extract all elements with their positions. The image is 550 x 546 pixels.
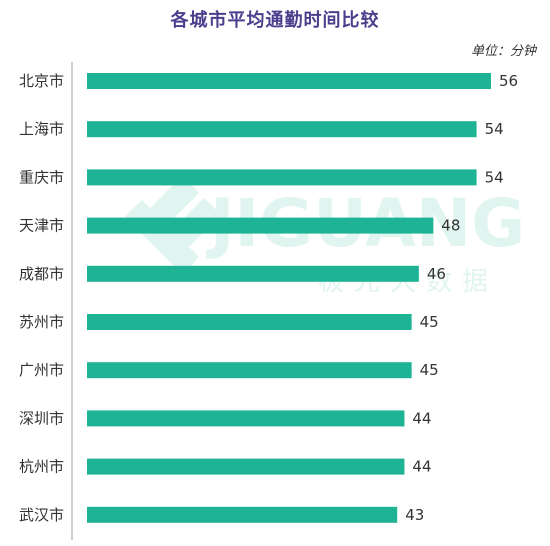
category-label: 广州市 bbox=[19, 361, 64, 379]
bar bbox=[87, 121, 477, 138]
value-label: 46 bbox=[427, 265, 446, 283]
bar bbox=[87, 410, 405, 427]
bar bbox=[87, 169, 477, 186]
category-label: 武汉市 bbox=[19, 506, 64, 524]
value-label: 48 bbox=[441, 217, 460, 235]
value-label: 45 bbox=[420, 361, 439, 379]
bar bbox=[87, 217, 434, 234]
bar bbox=[87, 73, 491, 89]
value-label: 45 bbox=[420, 313, 439, 331]
bar bbox=[87, 506, 398, 523]
bar bbox=[87, 458, 405, 475]
category-label: 成都市 bbox=[19, 265, 64, 283]
y-axis-line bbox=[71, 62, 73, 540]
category-label: 北京市 bbox=[19, 72, 64, 90]
value-label: 54 bbox=[485, 168, 504, 186]
bar bbox=[87, 314, 412, 330]
category-label: 天津市 bbox=[19, 217, 64, 235]
category-label: 杭州市 bbox=[19, 458, 64, 476]
value-label: 44 bbox=[412, 409, 431, 427]
value-label: 44 bbox=[412, 458, 431, 476]
value-label: 56 bbox=[499, 72, 518, 90]
bar bbox=[87, 265, 419, 282]
category-label: 苏州市 bbox=[19, 313, 64, 331]
category-label: 上海市 bbox=[19, 120, 64, 138]
bar bbox=[87, 362, 412, 379]
unit-label: 单位：分钟 bbox=[470, 44, 536, 59]
value-label: 54 bbox=[485, 120, 504, 138]
category-label: 重庆市 bbox=[19, 168, 64, 186]
chart-title: 各城市平均通勤时间比较 bbox=[170, 10, 380, 31]
value-label: 43 bbox=[405, 506, 424, 524]
category-label: 深圳市 bbox=[19, 409, 64, 427]
